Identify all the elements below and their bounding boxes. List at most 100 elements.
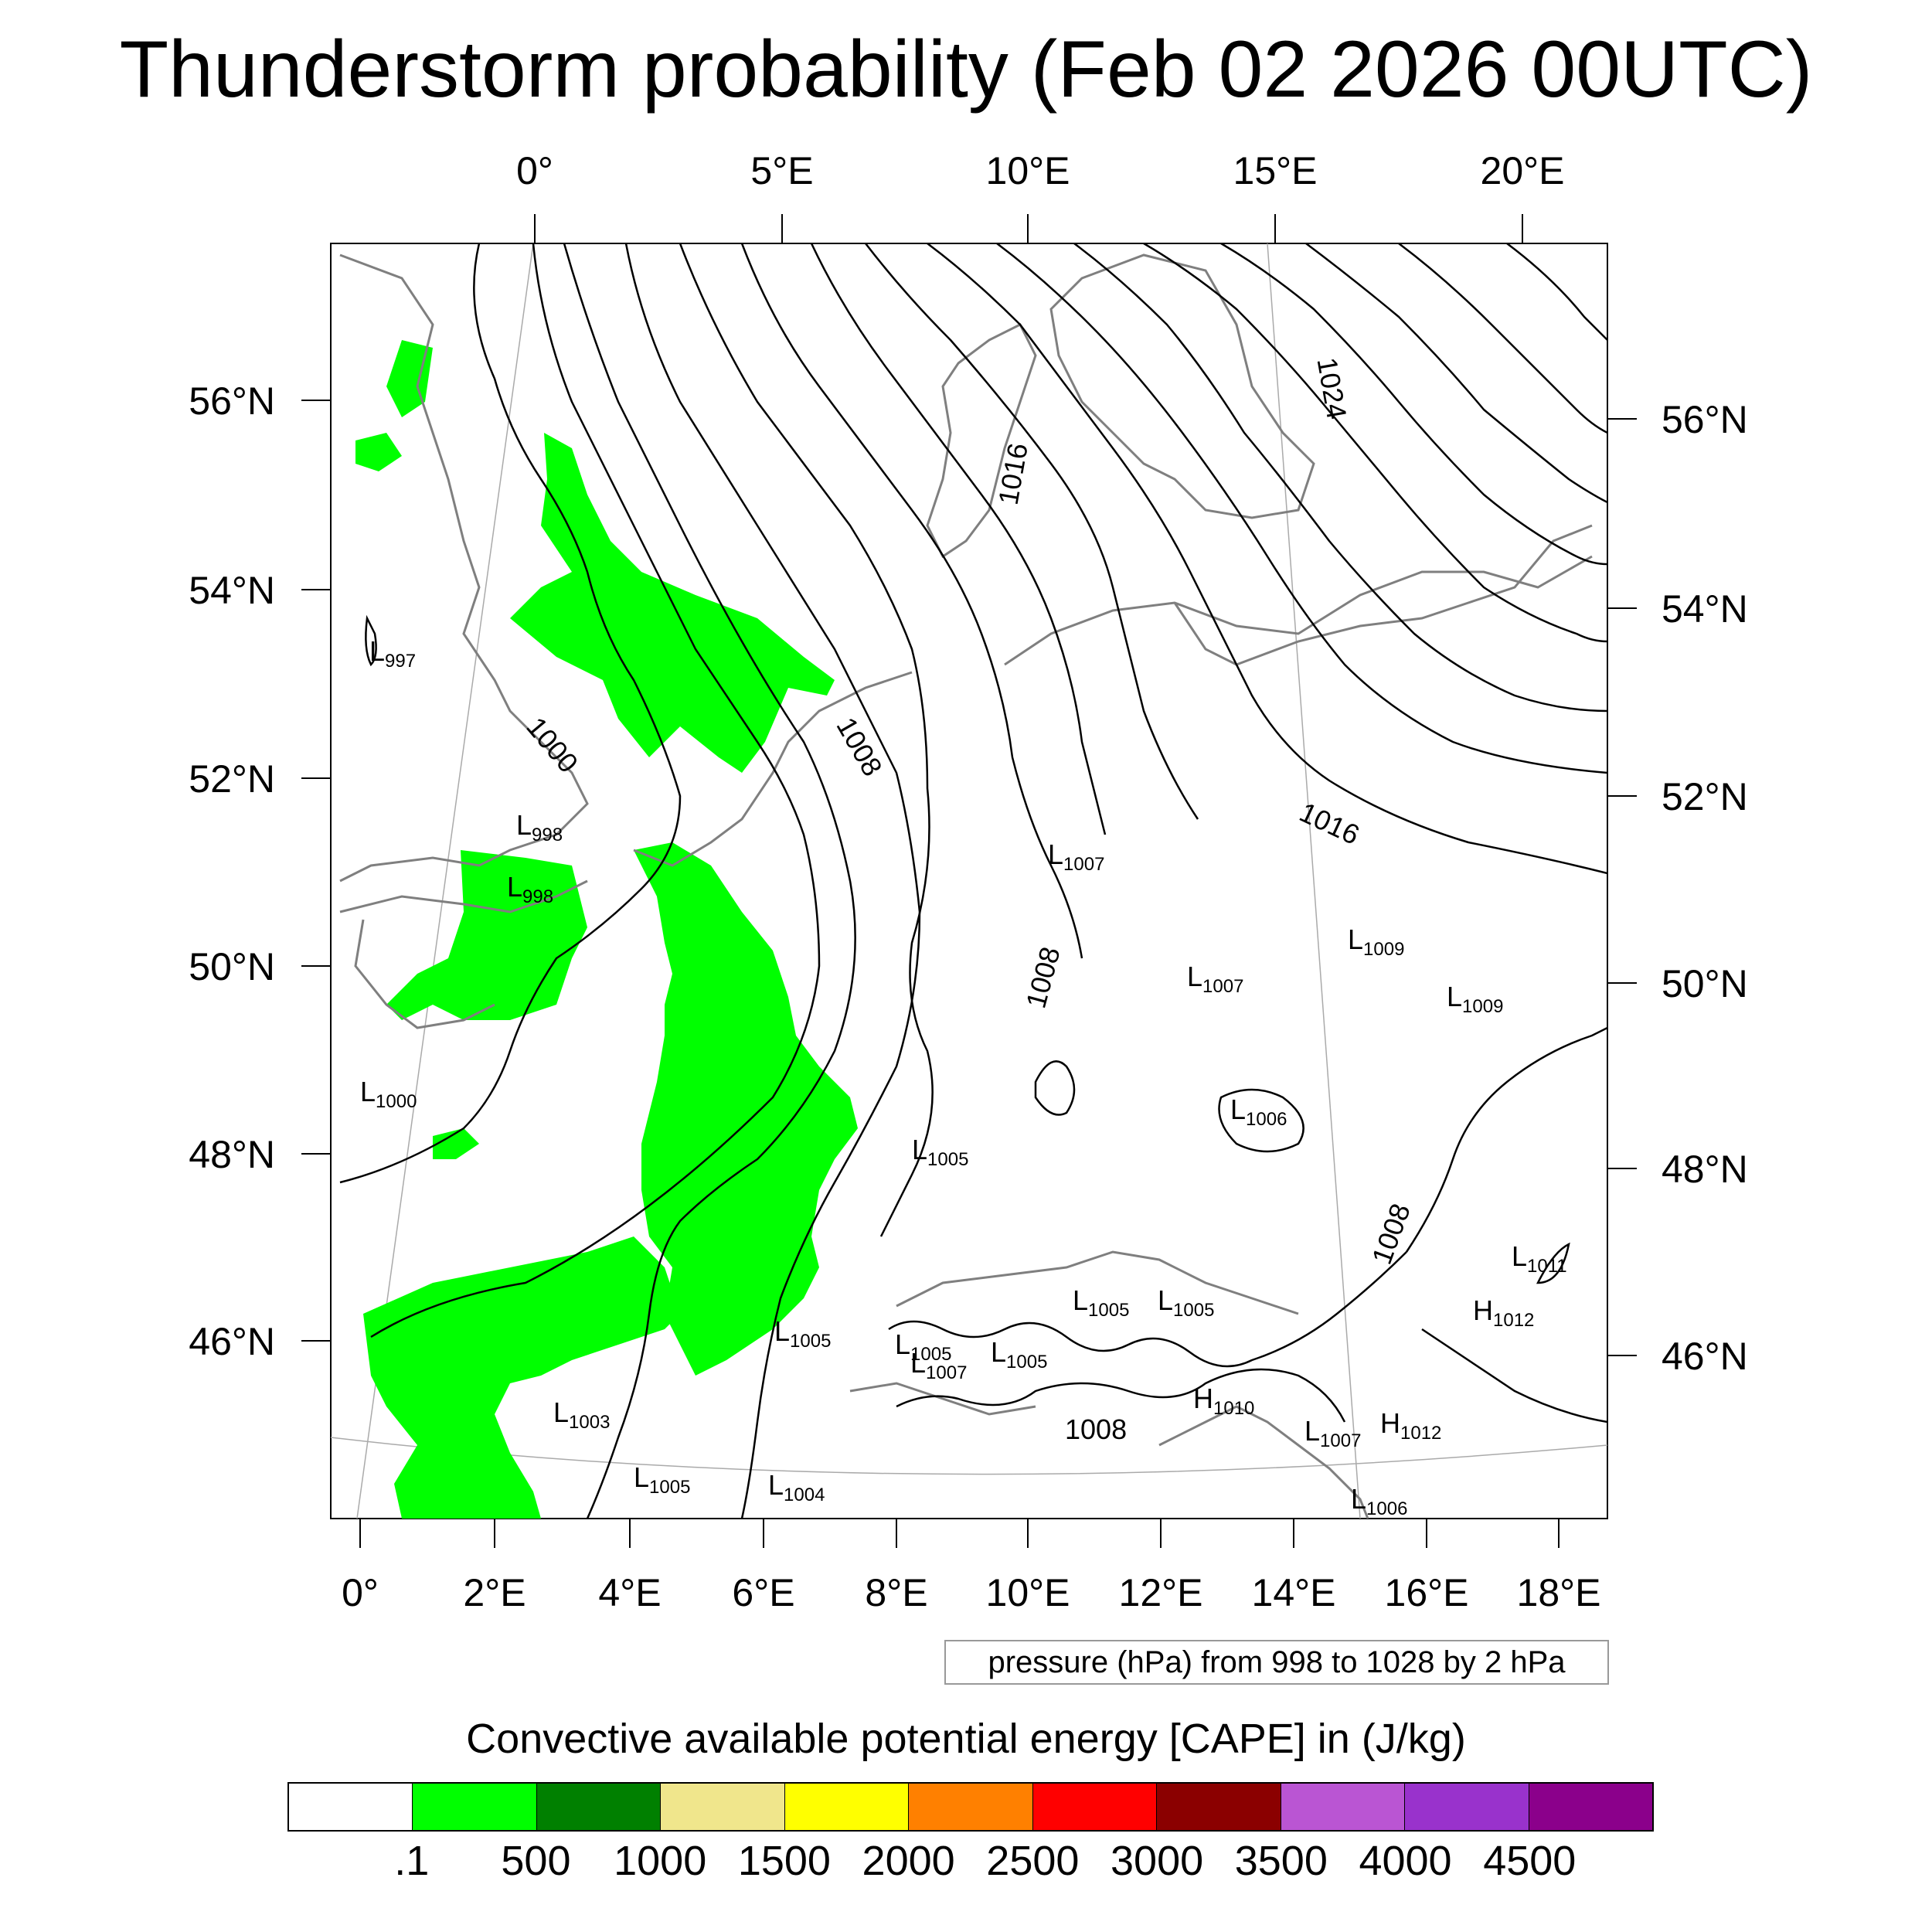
cape-area-brittany bbox=[433, 1128, 479, 1159]
top-lon-label: 0° bbox=[516, 149, 553, 192]
right-lat-label: 52°N bbox=[1662, 775, 1748, 818]
pressure-center: L1011 bbox=[1512, 1240, 1567, 1277]
cape-area-scot bbox=[355, 433, 402, 471]
border-de-pl bbox=[1173, 524, 1593, 666]
colorbar-label: 1500 bbox=[737, 1838, 831, 1884]
bottom-lon-label: 8°E bbox=[865, 1571, 927, 1614]
pressure-center: L1007 bbox=[910, 1347, 967, 1383]
bottom-lon-label: 12°E bbox=[1119, 1571, 1203, 1614]
left-lat-label: 50°N bbox=[189, 945, 275, 988]
pressure-center: L1004 bbox=[768, 1469, 825, 1505]
right-lat-label: 50°N bbox=[1662, 962, 1748, 1005]
pressure-center: L1005 bbox=[912, 1134, 968, 1170]
left-lat-label: 54°N bbox=[189, 569, 275, 612]
cape-area-southwest bbox=[363, 1236, 680, 1519]
bottom-lon-label: 18°E bbox=[1517, 1571, 1601, 1614]
top-lon-label: 5°E bbox=[750, 149, 813, 192]
ticks bbox=[301, 214, 1637, 1548]
colorbar-segment bbox=[1281, 1784, 1406, 1830]
left-lat-labels: 56°N 54°N 52°N 50°N 48°N 46°N bbox=[189, 379, 275, 1363]
coast-denmark bbox=[926, 322, 1037, 559]
pressure-center: L1005 bbox=[774, 1315, 831, 1352]
top-lon-label: 10°E bbox=[986, 149, 1070, 192]
isobars bbox=[339, 243, 1607, 1519]
right-lat-labels: 56°N 54°N 52°N 50°N 48°N 46°N bbox=[1662, 398, 1748, 1378]
colorbar-segment bbox=[1405, 1784, 1529, 1830]
coast-baltic-south bbox=[1004, 555, 1593, 666]
colorbar-segment bbox=[784, 1784, 910, 1830]
cape-area-france-main bbox=[634, 842, 858, 1376]
isobar-label-1008-south: 1008 bbox=[1065, 1413, 1127, 1445]
left-lat-label: 56°N bbox=[189, 379, 275, 423]
pressure-note: pressure (hPa) from 998 to 1028 by 2 hPa bbox=[944, 1640, 1609, 1685]
pressure-center: L1006 bbox=[1230, 1094, 1287, 1130]
pressure-center: L1005 bbox=[1073, 1284, 1129, 1321]
bottom-lon-label: 14°E bbox=[1252, 1571, 1336, 1614]
left-lat-label: 46°N bbox=[189, 1320, 275, 1363]
pressure-center: H1010 bbox=[1193, 1383, 1254, 1419]
bottom-lon-label: 4°E bbox=[598, 1571, 661, 1614]
colorbar-segment bbox=[1032, 1784, 1158, 1830]
colorbar-segment bbox=[413, 1784, 537, 1830]
top-lon-label: 15°E bbox=[1233, 149, 1318, 192]
top-lon-labels: 0° 5°E 10°E 15°E 20°E bbox=[516, 149, 1564, 192]
bottom-lon-label: 2°E bbox=[463, 1571, 526, 1614]
pressure-center: L1005 bbox=[634, 1461, 690, 1498]
coast-uk-south bbox=[339, 879, 588, 913]
pressure-center: L1003 bbox=[553, 1396, 610, 1433]
colorbar-label: 500 bbox=[501, 1838, 571, 1884]
pressure-center: L1005 bbox=[1158, 1284, 1214, 1321]
colorbar-label: 1000 bbox=[614, 1838, 707, 1884]
bottom-lon-label: 0° bbox=[342, 1571, 379, 1614]
pressure-center: L998 bbox=[516, 809, 563, 845]
pressure-center: L1009 bbox=[1348, 923, 1404, 960]
coast-france-north bbox=[633, 671, 913, 867]
cape-fields bbox=[355, 340, 858, 1519]
coast-adriatic bbox=[1158, 1405, 1369, 1519]
bottom-lon-label: 16°E bbox=[1385, 1571, 1469, 1614]
colorbar bbox=[287, 1782, 1654, 1832]
pressure-center: H1012 bbox=[1380, 1407, 1441, 1444]
colorbar-label: 4500 bbox=[1483, 1838, 1577, 1884]
meridian-15e bbox=[1267, 243, 1361, 1519]
coast-france-west bbox=[354, 919, 495, 1029]
bottom-lon-label: 6°E bbox=[732, 1571, 794, 1614]
pressure-center: L997 bbox=[369, 635, 416, 672]
right-lat-label: 46°N bbox=[1662, 1335, 1748, 1378]
pressure-centers: L997 L998 L998 L1000 L1003 L1005 L1004 L… bbox=[360, 635, 1567, 1519]
pressure-center: L1007 bbox=[1187, 961, 1243, 997]
colorbar-label: 2000 bbox=[862, 1838, 955, 1884]
pressure-center: L1007 bbox=[1048, 838, 1104, 875]
cape-area-channel bbox=[386, 850, 587, 1020]
pressure-center: L1007 bbox=[1304, 1415, 1361, 1451]
colorbar-label: 3000 bbox=[1111, 1838, 1204, 1884]
coast-ligurian bbox=[849, 1382, 1036, 1416]
colorbar-segment bbox=[536, 1784, 662, 1830]
parallel-45n bbox=[331, 1437, 1607, 1475]
top-lon-label: 20°E bbox=[1481, 149, 1565, 192]
bottom-lon-labels: 0° 2°E 4°E 6°E 8°E 10°E 12°E 14°E 16°E 1… bbox=[342, 1571, 1600, 1614]
bottom-lon-label: 10°E bbox=[986, 1571, 1070, 1614]
colorbar-segment bbox=[1157, 1784, 1281, 1830]
colorbar-label: 3500 bbox=[1234, 1838, 1328, 1884]
pressure-center: L1009 bbox=[1447, 981, 1503, 1017]
border-alps bbox=[896, 1250, 1299, 1315]
coast-sweden bbox=[1049, 253, 1315, 519]
pressure-center: L1000 bbox=[360, 1076, 417, 1112]
colorbar-segment bbox=[289, 1784, 413, 1830]
pressure-center: L1006 bbox=[1351, 1483, 1407, 1519]
colorbar-label: 2500 bbox=[986, 1838, 1080, 1884]
left-lat-label: 52°N bbox=[189, 757, 275, 801]
coast-uk-east bbox=[339, 253, 589, 883]
colorbar-segment bbox=[909, 1784, 1033, 1830]
pressure-center: L998 bbox=[507, 871, 553, 907]
right-lat-label: 48°N bbox=[1662, 1148, 1748, 1191]
colorbar-title: Convective available potential energy [C… bbox=[466, 1716, 1466, 1762]
chart-title: Thunderstorm probability (Feb 02 2026 00… bbox=[119, 25, 1813, 114]
pressure-center: L1005 bbox=[895, 1328, 951, 1365]
colorbar-label: .1 bbox=[394, 1838, 430, 1884]
left-lat-label: 48°N bbox=[189, 1133, 275, 1176]
right-lat-label: 56°N bbox=[1662, 398, 1748, 441]
coastlines bbox=[339, 253, 1593, 1519]
